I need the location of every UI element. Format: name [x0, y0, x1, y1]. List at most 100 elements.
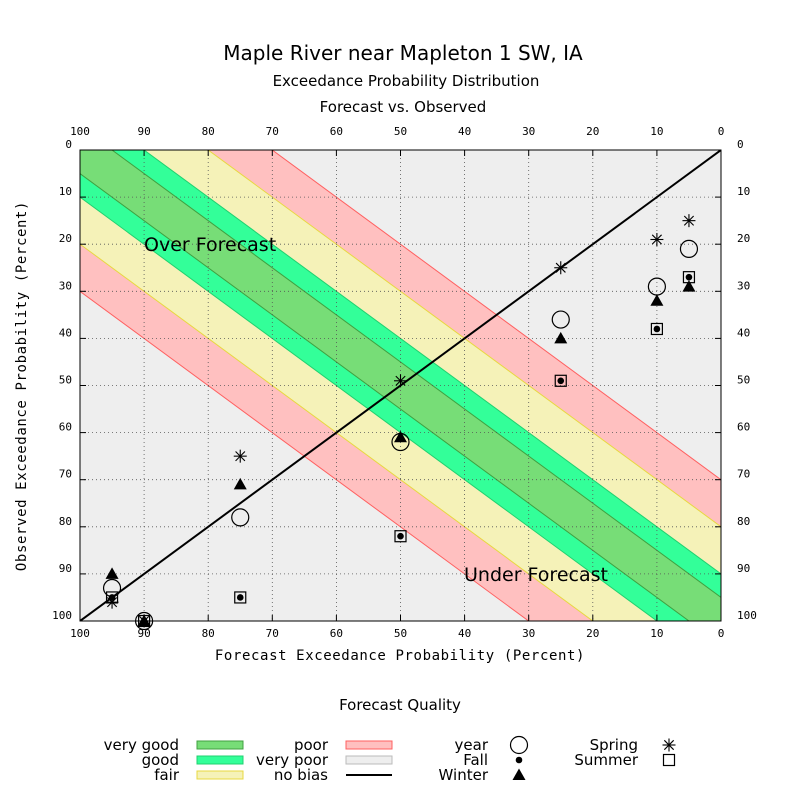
point-summer — [394, 530, 407, 543]
point-year — [679, 239, 699, 259]
right-tick-label: 0 — [737, 138, 744, 151]
left-tick-label: 0 — [65, 138, 72, 151]
top-tick-label: 0 — [718, 125, 725, 138]
point-spring — [682, 214, 696, 228]
legend-marker-year — [509, 735, 529, 755]
legend-marker-winter — [512, 768, 526, 780]
point-year — [551, 310, 570, 329]
legend-swatch-very-poor — [345, 755, 393, 765]
bottom-tick-label: 0 — [718, 627, 725, 640]
legend-label-no-bias: no bias — [274, 766, 328, 784]
top-tick-label: 20 — [586, 125, 599, 138]
right-tick-label: 60 — [737, 421, 750, 434]
top-tick-label: 60 — [330, 125, 343, 138]
legend-label-year: year — [455, 736, 489, 754]
left-tick-label: 30 — [59, 279, 72, 292]
top-tick-label: 50 — [394, 125, 407, 138]
point-fall — [236, 594, 244, 601]
bottom-tick-label: 100 — [70, 627, 90, 640]
right-tick-label: 30 — [737, 279, 750, 292]
point-winter — [554, 331, 568, 344]
point-year — [135, 611, 154, 631]
chart-subtitle-1: Exceedance Probability Distribution — [273, 72, 540, 90]
legend-label-winter: Winter — [439, 766, 489, 784]
right-tick-label: 40 — [737, 326, 750, 339]
point-summer — [105, 591, 119, 604]
top-tick-label: 90 — [137, 125, 150, 138]
point-winter — [650, 294, 664, 306]
bottom-tick-label: 30 — [522, 627, 535, 640]
bottom-tick-label: 90 — [137, 627, 150, 640]
point-spring — [105, 595, 119, 609]
under-forecast-label: Under Forecast — [464, 564, 608, 586]
x-axis-label: Forecast Exceedance Probability (Percent… — [215, 648, 585, 664]
right-tick-label: 70 — [737, 468, 750, 481]
legend-label-very-good: very good — [104, 736, 179, 754]
point-winter — [682, 280, 696, 292]
legend-label-good: good — [142, 751, 179, 769]
legend-marker-fall — [515, 756, 523, 764]
bottom-tick-label: 80 — [202, 627, 215, 640]
point-spring — [554, 261, 568, 275]
legend-label-poor: poor — [294, 736, 329, 754]
legend-swatch-very-good — [196, 740, 244, 750]
point-summer — [650, 322, 664, 336]
bottom-tick-label: 40 — [458, 627, 471, 640]
top-tick-label: 100 — [70, 125, 90, 138]
bottom-tick-label: 10 — [650, 627, 663, 640]
top-tick-label: 30 — [522, 125, 535, 138]
left-tick-label: 60 — [59, 421, 72, 434]
right-tick-label: 90 — [737, 562, 750, 575]
bottom-tick-label: 50 — [394, 627, 407, 640]
y-axis-label: Observed Exceedance Probability (Percent… — [14, 201, 30, 571]
legend-marker-spring — [662, 738, 676, 752]
point-summer — [554, 374, 567, 387]
top-tick-label: 70 — [266, 125, 279, 138]
grid-lines — [80, 150, 721, 621]
left-tick-label: 90 — [59, 562, 72, 575]
data-markers — [102, 214, 699, 631]
legend-swatch-fair — [196, 770, 244, 780]
point-winter — [394, 430, 407, 443]
point-year — [231, 508, 250, 527]
legend-swatch-good — [196, 755, 244, 765]
right-tick-label: 50 — [737, 374, 750, 387]
legend-label-summer: Summer — [574, 751, 638, 769]
legend-label-fair: fair — [154, 766, 180, 784]
left-tick-label: 10 — [59, 185, 72, 198]
chart-title: Maple River near Mapleton 1 SW, IA — [223, 41, 583, 65]
point-winter — [233, 477, 247, 490]
top-tick-label: 40 — [458, 125, 471, 138]
top-tick-label: 10 — [650, 125, 663, 138]
legend-title: Forecast Quality — [339, 696, 461, 714]
legend-label-fall: Fall — [463, 751, 488, 769]
point-fall — [685, 273, 693, 281]
legend-label-spring: Spring — [590, 736, 638, 754]
bottom-tick-label: 70 — [266, 627, 279, 640]
left-tick-label: 70 — [59, 468, 72, 481]
plot-frame — [79, 149, 722, 622]
point-fall — [653, 325, 661, 333]
right-tick-label: 20 — [737, 232, 750, 245]
bottom-tick-label: 20 — [586, 627, 599, 640]
right-tick-label: 100 — [737, 609, 757, 622]
legend-swatch-poor — [345, 740, 393, 750]
left-tick-label: 20 — [59, 232, 72, 245]
point-fall — [557, 377, 565, 385]
left-tick-label: 100 — [52, 609, 72, 622]
point-fall — [397, 532, 404, 540]
point-spring — [650, 232, 664, 246]
point-summer — [682, 271, 696, 284]
right-tick-label: 10 — [737, 185, 750, 198]
bottom-tick-label: 60 — [330, 627, 343, 640]
over-forecast-label: Over Forecast — [144, 234, 276, 256]
point-summer — [138, 614, 151, 628]
point-summer — [234, 591, 247, 604]
left-tick-label: 50 — [59, 374, 72, 387]
point-spring — [137, 614, 151, 628]
point-spring — [233, 449, 247, 463]
right-tick-label: 80 — [737, 515, 750, 528]
